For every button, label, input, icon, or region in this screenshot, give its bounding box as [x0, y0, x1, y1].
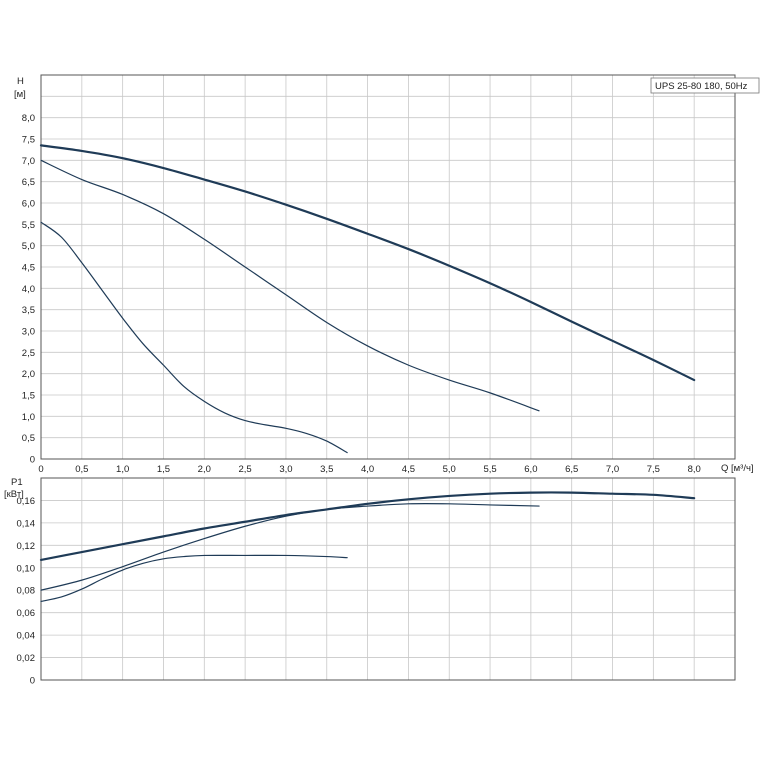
power-tick-label: 0,04 [17, 631, 36, 642]
power-tick-label: 0,10 [17, 563, 36, 574]
power-tick-label: 0,12 [17, 541, 36, 552]
power-tick-label: 0,14 [17, 518, 36, 529]
legend-box [650, 77, 760, 94]
head-axis-label-unit: [м] [14, 89, 26, 100]
head-tick-label: 0,5 [22, 433, 35, 444]
head-curve-speed-3 [39, 144, 696, 382]
flow-tick-label: 1,5 [157, 464, 170, 475]
power-chart-grid [41, 478, 735, 680]
head-tick-label: 3,5 [22, 305, 35, 316]
power-chart-frame [40, 477, 736, 681]
flow-tick-label: 4,5 [402, 464, 415, 475]
head-tick-label: 4,0 [22, 284, 35, 295]
head-tick-label: 6,5 [22, 177, 35, 188]
power-curve-speed-1 [40, 554, 348, 603]
head-tick-label: 8,0 [22, 113, 35, 124]
flow-tick-label: 7,0 [606, 464, 619, 475]
flow-axis-label-name: Q [721, 463, 728, 474]
head-tick-label: 2,0 [22, 369, 35, 380]
power-tick-label: 0 [30, 676, 35, 687]
power-chart-ticks: 0 0,02 0,04 0,06 0,08 0,10 0,12 0,14 0,16 [17, 496, 36, 687]
head-tick-label: 7,5 [22, 135, 35, 146]
power-tick-label: 0,02 [17, 653, 36, 664]
flow-tick-label: 3,5 [320, 464, 333, 475]
head-curve-speed-2 [40, 159, 540, 412]
flow-tick-label: 1,0 [116, 464, 129, 475]
head-curves [39, 144, 696, 454]
power-axis-label-unit: [кВт] [4, 489, 24, 500]
head-tick-label: 4,5 [22, 263, 35, 274]
power-curves [39, 491, 696, 603]
flow-axis-ticks: 0 0,5 1,0 1,5 2,0 2,5 3,0 3,5 4,0 4,5 5,0 5,5 6,0 6,5… [38, 464, 700, 475]
flow-tick-label: 0 [38, 464, 43, 475]
head-tick-label: 1,0 [22, 412, 35, 423]
flow-tick-label: 6,5 [565, 464, 578, 475]
head-tick-label: 0 [30, 455, 35, 466]
flow-tick-label: 6,0 [524, 464, 537, 475]
legend-entry: UPS 25-80 180, 50Hz [655, 81, 748, 92]
head-tick-label: 6,0 [22, 199, 35, 210]
flow-tick-label: 5,5 [483, 464, 496, 475]
flow-tick-label: 2,5 [239, 464, 252, 475]
flow-tick-label: 2,0 [198, 464, 211, 475]
flow-tick-label: 5,0 [443, 464, 456, 475]
power-curve-speed-3 [39, 491, 696, 562]
head-tick-label: 7,0 [22, 156, 35, 167]
flow-tick-label: 8,0 [688, 464, 701, 475]
head-chart-frame [40, 74, 736, 460]
power-axis-label-name: P1 [11, 477, 23, 488]
head-chart-grid [41, 75, 735, 459]
head-chart-ticks: 0 0,5 1,0 1,5 2,0 2,5 3,0 3,5 4,0 4,5 5,0 5,5 6,0 6,5… [22, 113, 35, 465]
head-tick-label: 5,0 [22, 241, 35, 252]
head-curve-speed-1 [40, 221, 348, 454]
power-tick-label: 0,16 [17, 496, 36, 507]
flow-tick-label: 3,0 [279, 464, 292, 475]
head-tick-label: 2,5 [22, 348, 35, 359]
head-axis-label-name: H [17, 76, 24, 87]
head-tick-label: 5,5 [22, 220, 35, 231]
flow-tick-label: 0,5 [75, 464, 88, 475]
power-tick-label: 0,06 [17, 608, 36, 619]
head-tick-label: 3,0 [22, 327, 35, 338]
head-tick-label: 1,5 [22, 391, 35, 402]
flow-tick-label: 7,5 [647, 464, 660, 475]
power-tick-label: 0,08 [17, 586, 36, 597]
power-curve-speed-2 [40, 502, 540, 591]
flow-tick-label: 4,0 [361, 464, 374, 475]
flow-axis-label-unit: [м³/ч] [731, 463, 754, 474]
